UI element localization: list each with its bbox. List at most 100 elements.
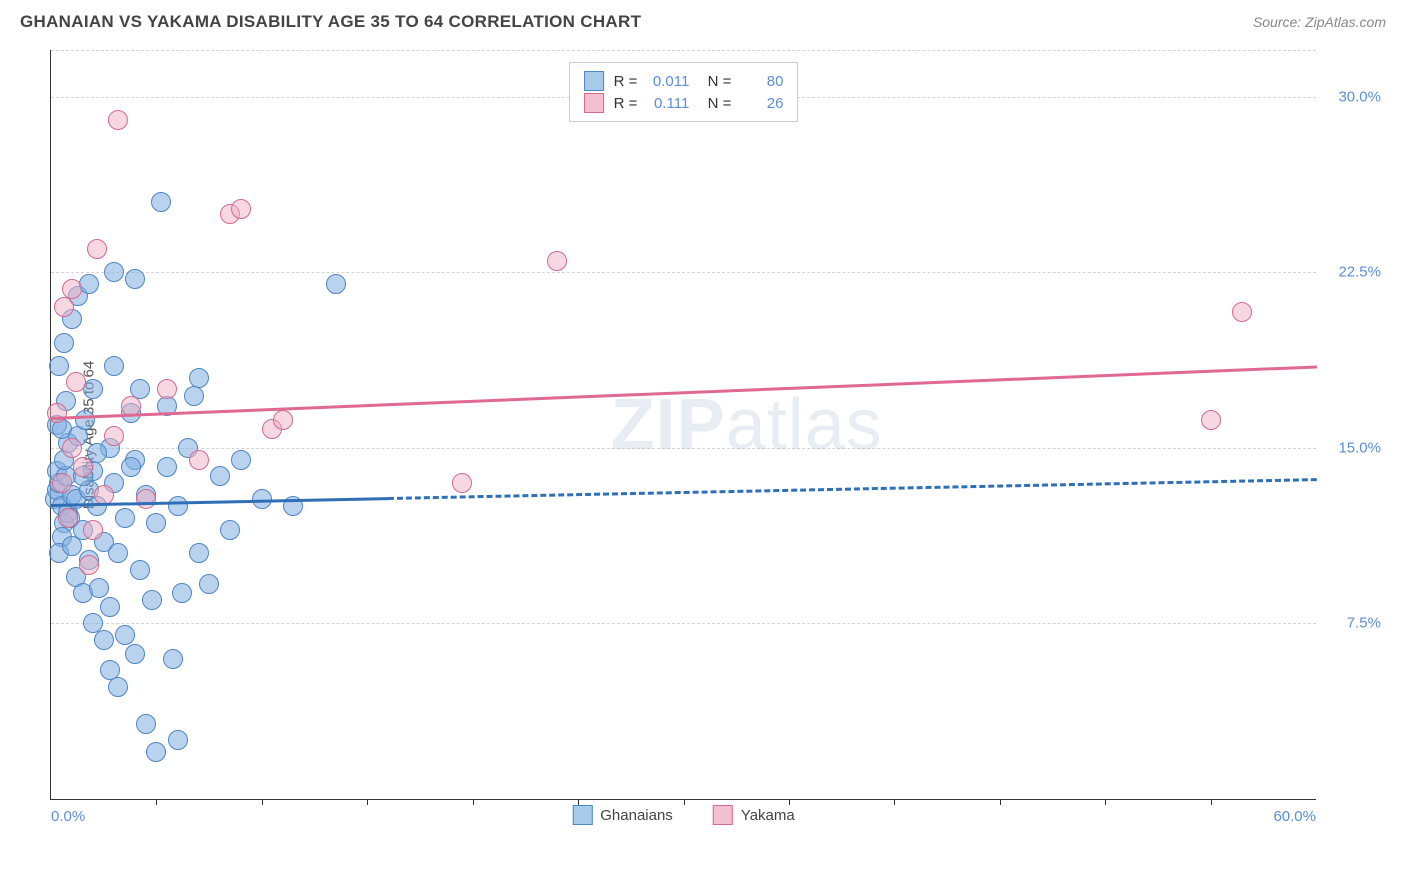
x-tick xyxy=(1000,799,1001,805)
scatter-point xyxy=(273,410,293,430)
x-tick xyxy=(1211,799,1212,805)
legend-swatch xyxy=(584,93,604,113)
x-axis-end-label: 60.0% xyxy=(1273,808,1316,825)
scatter-point xyxy=(94,485,114,505)
scatter-point xyxy=(189,543,209,563)
trend-line xyxy=(51,366,1317,421)
scatter-point xyxy=(157,379,177,399)
y-tick-label: 22.5% xyxy=(1338,264,1381,281)
bottom-legend-label: Ghanaians xyxy=(600,807,673,824)
scatter-point xyxy=(100,597,120,617)
legend-n-label: N = xyxy=(699,73,731,90)
scatter-point xyxy=(157,457,177,477)
scatter-point xyxy=(210,466,230,486)
scatter-point xyxy=(146,742,166,762)
scatter-point xyxy=(108,677,128,697)
legend-stats-row: R = 0.111 N = 26 xyxy=(584,93,784,113)
scatter-point xyxy=(189,450,209,470)
scatter-point xyxy=(54,297,74,317)
source-label: Source: ZipAtlas.com xyxy=(1253,14,1386,30)
x-tick xyxy=(473,799,474,805)
legend-r-label: R = xyxy=(614,73,638,90)
bottom-legend: Ghanaians Yakama xyxy=(572,805,794,825)
x-tick xyxy=(1105,799,1106,805)
scatter-point xyxy=(104,262,124,282)
scatter-point xyxy=(79,555,99,575)
legend-swatch xyxy=(713,805,733,825)
x-tick xyxy=(684,799,685,805)
scatter-point xyxy=(326,274,346,294)
legend-stats-row: R = 0.011 N = 80 xyxy=(584,71,784,91)
chart-title: GHANAIAN VS YAKAMA DISABILITY AGE 35 TO … xyxy=(20,12,641,32)
bottom-legend-item: Yakama xyxy=(713,805,795,825)
scatter-point xyxy=(189,368,209,388)
grid-line-h xyxy=(51,272,1316,273)
x-tick xyxy=(262,799,263,805)
scatter-point xyxy=(125,644,145,664)
scatter-point xyxy=(199,574,219,594)
scatter-point xyxy=(136,489,156,509)
scatter-point xyxy=(146,513,166,533)
scatter-point xyxy=(163,649,183,669)
plot-area: ZIPatlas R = 0.011 N = 80 R = 0.111 N = 26 0.… xyxy=(50,50,1316,800)
grid-line-h xyxy=(51,50,1316,51)
legend-n-label: N = xyxy=(699,95,731,112)
scatter-point xyxy=(108,543,128,563)
scatter-point xyxy=(104,426,124,446)
scatter-point xyxy=(115,625,135,645)
x-tick xyxy=(578,799,579,805)
legend-r-value: 0.011 xyxy=(647,73,689,90)
scatter-point xyxy=(172,583,192,603)
scatter-point xyxy=(79,274,99,294)
scatter-point xyxy=(142,590,162,610)
scatter-point xyxy=(231,199,251,219)
legend-stats-box: R = 0.011 N = 80 R = 0.111 N = 26 xyxy=(569,62,799,122)
scatter-point xyxy=(49,356,69,376)
trend-line xyxy=(388,478,1316,500)
scatter-point xyxy=(220,520,240,540)
scatter-point xyxy=(73,457,93,477)
scatter-point xyxy=(66,372,86,392)
scatter-point xyxy=(62,536,82,556)
scatter-point xyxy=(83,520,103,540)
scatter-point xyxy=(115,508,135,528)
scatter-point xyxy=(130,560,150,580)
scatter-point xyxy=(151,192,171,212)
scatter-point xyxy=(87,239,107,259)
scatter-point xyxy=(104,356,124,376)
bottom-legend-label: Yakama xyxy=(741,807,795,824)
grid-line-h xyxy=(51,623,1316,624)
legend-swatch xyxy=(584,71,604,91)
y-tick-label: 30.0% xyxy=(1338,88,1381,105)
scatter-point xyxy=(1201,410,1221,430)
scatter-point xyxy=(54,333,74,353)
x-tick xyxy=(367,799,368,805)
scatter-point xyxy=(58,508,78,528)
y-tick-label: 15.0% xyxy=(1338,439,1381,456)
legend-n-value: 80 xyxy=(741,73,783,90)
scatter-point xyxy=(108,110,128,130)
scatter-point xyxy=(184,386,204,406)
legend-swatch xyxy=(572,805,592,825)
scatter-point xyxy=(94,630,114,650)
scatter-point xyxy=(168,496,188,516)
x-tick xyxy=(156,799,157,805)
scatter-point xyxy=(136,714,156,734)
legend-r-label: R = xyxy=(614,95,638,112)
scatter-point xyxy=(52,473,72,493)
scatter-point xyxy=(89,578,109,598)
x-tick xyxy=(789,799,790,805)
scatter-point xyxy=(62,279,82,299)
legend-r-value: 0.111 xyxy=(647,95,689,112)
scatter-point xyxy=(1232,302,1252,322)
y-tick-label: 7.5% xyxy=(1347,615,1381,632)
watermark-text: ZIPatlas xyxy=(611,384,883,466)
chart-container: Disability Age 35 to 64 ZIPatlas R =0.01… xyxy=(50,40,1386,830)
x-axis-start-label: 0.0% xyxy=(51,808,85,825)
scatter-point xyxy=(121,457,141,477)
legend-n-value: 26 xyxy=(741,95,783,112)
scatter-point xyxy=(168,730,188,750)
scatter-point xyxy=(75,410,95,430)
scatter-point xyxy=(125,269,145,289)
scatter-point xyxy=(62,438,82,458)
